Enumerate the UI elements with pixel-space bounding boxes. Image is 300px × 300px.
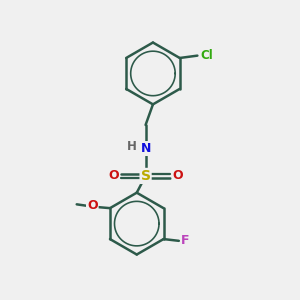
Text: F: F bbox=[181, 234, 190, 247]
Text: O: O bbox=[87, 199, 98, 212]
Text: O: O bbox=[173, 169, 183, 182]
Text: H: H bbox=[127, 140, 136, 153]
Text: S: S bbox=[141, 169, 151, 183]
Text: Cl: Cl bbox=[200, 49, 213, 62]
Text: N: N bbox=[140, 142, 151, 155]
Text: O: O bbox=[108, 169, 119, 182]
